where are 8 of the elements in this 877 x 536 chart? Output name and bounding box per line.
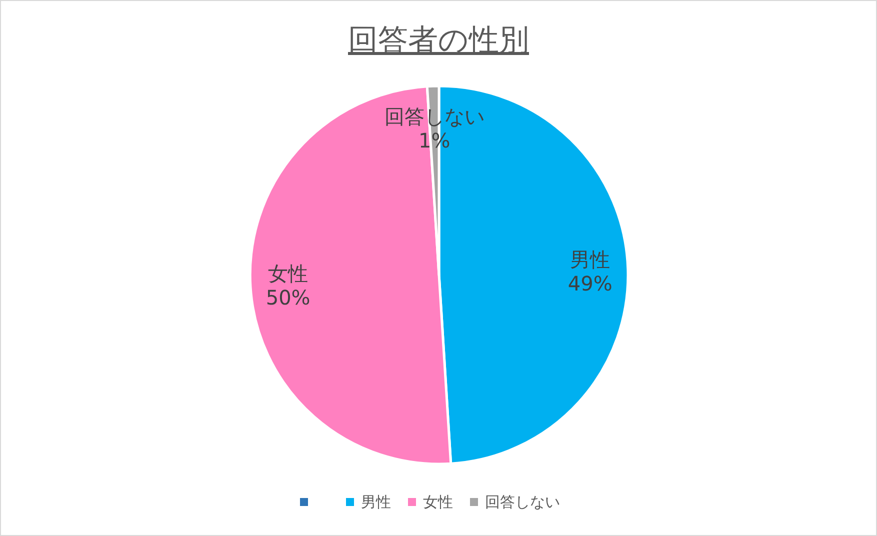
legend-label: 男性	[361, 493, 391, 511]
legend-label: 女性	[423, 493, 453, 511]
data-label: 49%	[568, 271, 612, 296]
chart-title: 回答者の性別	[348, 23, 529, 58]
slice-label: 女性	[268, 261, 308, 286]
legend-label: 回答しない	[485, 493, 560, 511]
data-label: 50%	[266, 285, 310, 310]
slice-label: 男性	[570, 247, 610, 272]
